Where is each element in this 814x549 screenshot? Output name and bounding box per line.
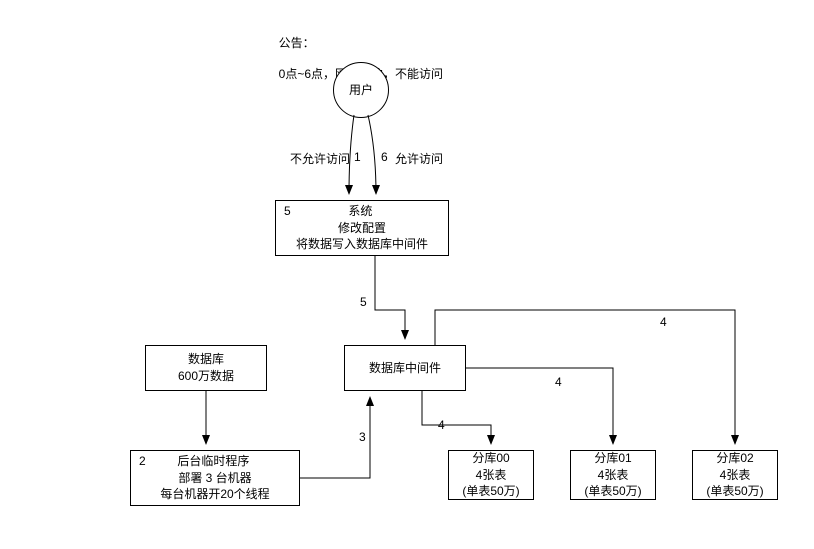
shard00-line3: (单表50万)	[462, 483, 519, 500]
shard01-line1: 分库01	[594, 450, 631, 467]
middleware-label: 数据库中间件	[369, 360, 441, 377]
shard02-num: 4	[660, 315, 667, 329]
shard01-node: 分库01 4张表 (单表50万)	[570, 450, 656, 500]
sys-mid-num: 5	[360, 295, 367, 309]
backend-line2: 部署 3 台机器	[178, 470, 251, 487]
user-node: 用户	[333, 62, 389, 118]
system-line2: 修改配置	[338, 220, 386, 237]
shard01-line2: 4张表	[598, 467, 629, 484]
deny-num: 1	[354, 150, 361, 164]
shard00-line1: 分库00	[472, 450, 509, 467]
backend-mid-num: 3	[359, 430, 366, 444]
database-line1: 数据库	[188, 351, 224, 368]
shard02-node: 分库02 4张表 (单表50万)	[692, 450, 778, 500]
backend-line1: 后台临时程序	[146, 453, 299, 470]
shard02-line1: 分库02	[716, 450, 753, 467]
shard00-line2: 4张表	[476, 467, 507, 484]
system-line3: 将数据写入数据库中间件	[296, 236, 428, 253]
shard01-num: 4	[555, 375, 562, 389]
allow-label: 允许访问	[395, 150, 443, 167]
database-line2: 600万数据	[178, 368, 234, 385]
shard00-num: 4	[438, 418, 445, 432]
shard01-line3: (单表50万)	[584, 483, 641, 500]
backend-node: 2 后台临时程序 部署 3 台机器 每台机器开20个线程	[130, 450, 300, 506]
middleware-node: 数据库中间件	[344, 345, 466, 391]
system-num: 5	[276, 203, 291, 220]
allow-num: 6	[381, 150, 388, 164]
database-node: 数据库 600万数据	[145, 345, 267, 391]
shard00-node: 分库00 4张表 (单表50万)	[448, 450, 534, 500]
user-label: 用户	[349, 82, 373, 99]
backend-line3: 每台机器开20个线程	[160, 486, 269, 503]
system-line1: 系统	[291, 203, 448, 220]
shard02-line3: (单表50万)	[706, 483, 763, 500]
deny-label: 不允许访问	[290, 150, 350, 167]
announcement-line1: 公告：	[279, 36, 315, 50]
backend-num: 2	[131, 453, 146, 470]
shard02-line2: 4张表	[720, 467, 751, 484]
system-node: 5 系统 修改配置 将数据写入数据库中间件	[275, 200, 449, 256]
